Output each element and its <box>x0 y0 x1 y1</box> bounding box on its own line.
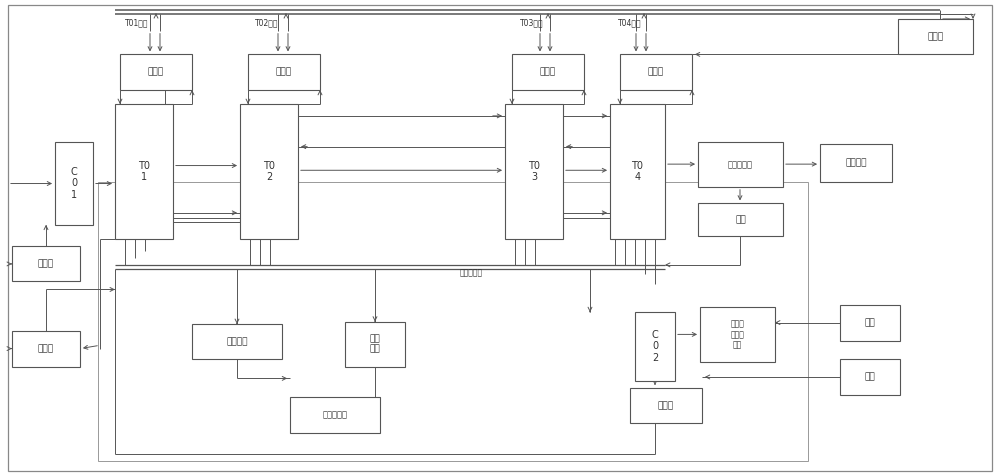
Text: 冷凝器: 冷凝器 <box>148 68 164 77</box>
FancyBboxPatch shape <box>115 104 173 239</box>
Text: T0
1: T0 1 <box>138 161 150 182</box>
FancyBboxPatch shape <box>512 54 584 90</box>
Text: 导热油: 导热油 <box>38 344 54 353</box>
FancyBboxPatch shape <box>248 54 320 90</box>
FancyBboxPatch shape <box>630 388 702 423</box>
Text: 冷凝器: 冷凝器 <box>648 68 664 77</box>
FancyBboxPatch shape <box>610 104 665 239</box>
Text: T03尾气: T03尾气 <box>520 18 544 27</box>
Text: 真空: 真空 <box>865 373 875 382</box>
Text: 成品中间罐: 成品中间罐 <box>728 160 753 169</box>
Text: T0
2: T0 2 <box>263 161 275 182</box>
Text: 循环水: 循环水 <box>927 32 944 41</box>
FancyBboxPatch shape <box>820 144 892 182</box>
FancyBboxPatch shape <box>898 19 973 54</box>
FancyBboxPatch shape <box>698 203 783 236</box>
FancyBboxPatch shape <box>12 246 80 281</box>
FancyBboxPatch shape <box>620 54 692 90</box>
Text: 冷凝器: 冷凝器 <box>658 401 674 410</box>
FancyBboxPatch shape <box>840 359 900 395</box>
FancyBboxPatch shape <box>505 104 563 239</box>
FancyBboxPatch shape <box>345 322 405 367</box>
Text: 工业级产品: 工业级产品 <box>322 411 348 420</box>
Text: 导热地暖: 导热地暖 <box>226 337 248 346</box>
Text: T02尾气: T02尾气 <box>255 18 278 27</box>
Text: 回收灌尾气: 回收灌尾气 <box>460 268 483 277</box>
FancyBboxPatch shape <box>840 305 900 341</box>
FancyBboxPatch shape <box>700 307 775 362</box>
Text: 原料罐: 原料罐 <box>38 259 54 268</box>
Text: T0
3: T0 3 <box>528 161 540 182</box>
Text: 分析: 分析 <box>865 318 875 327</box>
Text: 冷凝器: 冷凝器 <box>540 68 556 77</box>
FancyBboxPatch shape <box>12 331 80 367</box>
Text: 冷凝器: 冷凝器 <box>276 68 292 77</box>
Text: 处理台
恒温空
调装: 处理台 恒温空 调装 <box>731 320 744 350</box>
Text: T01尾气: T01尾气 <box>125 18 148 27</box>
FancyBboxPatch shape <box>192 324 282 359</box>
Text: T0
4: T0 4 <box>632 161 644 182</box>
Text: C
0
2: C 0 2 <box>652 330 658 363</box>
Text: 钢瓶处理: 钢瓶处理 <box>845 158 867 168</box>
Text: C
0
1: C 0 1 <box>71 166 77 200</box>
FancyBboxPatch shape <box>240 104 298 239</box>
FancyBboxPatch shape <box>698 142 783 187</box>
FancyBboxPatch shape <box>635 312 675 381</box>
FancyBboxPatch shape <box>55 142 93 225</box>
FancyBboxPatch shape <box>120 54 192 90</box>
FancyBboxPatch shape <box>290 397 380 433</box>
Text: 充装: 充装 <box>735 215 746 225</box>
Text: T04尾气: T04尾气 <box>618 18 642 27</box>
Text: 回收
储罐: 回收 储罐 <box>370 334 380 354</box>
